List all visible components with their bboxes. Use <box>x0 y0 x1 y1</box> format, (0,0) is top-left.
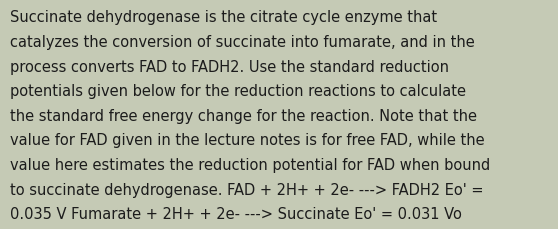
Text: catalyzes the conversion of succinate into fumarate, and in the: catalyzes the conversion of succinate in… <box>10 35 475 50</box>
Text: value for FAD given in the lecture notes is for free FAD, while the: value for FAD given in the lecture notes… <box>10 133 485 148</box>
Text: value here estimates the reduction potential for FAD when bound: value here estimates the reduction poten… <box>10 157 490 172</box>
Text: potentials given below for the reduction reactions to calculate: potentials given below for the reduction… <box>10 84 466 99</box>
Text: Succinate dehydrogenase is the citrate cycle enzyme that: Succinate dehydrogenase is the citrate c… <box>10 10 437 25</box>
Text: to succinate dehydrogenase. FAD + 2H+ + 2e- ---> FADH2 Eo' =: to succinate dehydrogenase. FAD + 2H+ + … <box>10 182 483 197</box>
Text: process converts FAD to FADH2. Use the standard reduction: process converts FAD to FADH2. Use the s… <box>10 59 449 74</box>
Text: the standard free energy change for the reaction. Note that the: the standard free energy change for the … <box>10 108 477 123</box>
Text: 0.035 V Fumarate + 2H+ + 2e- ---> Succinate Eo' = 0.031 Vo: 0.035 V Fumarate + 2H+ + 2e- ---> Succin… <box>10 206 462 221</box>
